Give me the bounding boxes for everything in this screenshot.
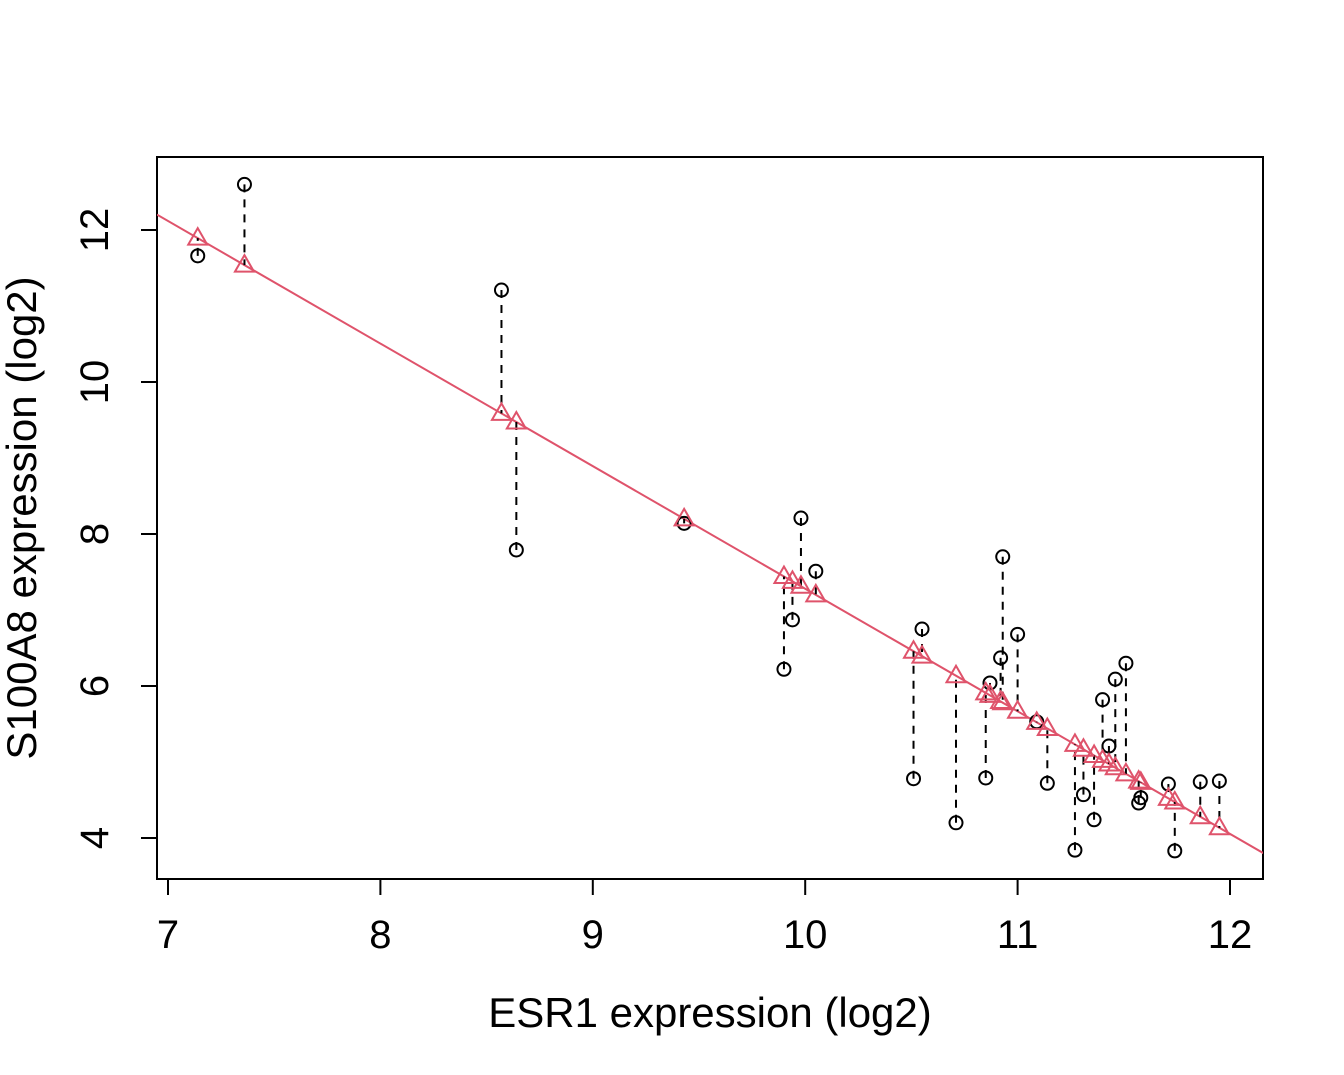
x-tick-label: 7 [157, 913, 179, 957]
observed-point [1086, 812, 1102, 828]
observed-point [793, 510, 809, 526]
observed-point [914, 621, 930, 637]
observed-point [1211, 773, 1227, 789]
fitted-point [974, 680, 997, 701]
fitted-point [902, 639, 925, 659]
fitted-point [910, 644, 934, 664]
observed-point [1167, 843, 1183, 859]
observed-point [1192, 774, 1208, 790]
observed-point [1095, 692, 1111, 708]
observed-point [948, 815, 964, 831]
fitted-point [978, 683, 1002, 703]
y-tick-label: 10 [73, 360, 117, 405]
observed-point [995, 549, 1011, 565]
fitted-point [1025, 710, 1048, 730]
observed-point [1067, 842, 1083, 858]
observed-point [190, 248, 206, 264]
observed-point [1160, 776, 1176, 792]
fitted-point [1189, 804, 1212, 825]
fitted-point [1082, 743, 1106, 763]
fitted-point [490, 401, 513, 421]
fitted-point [1129, 770, 1153, 790]
observed-point [993, 650, 1009, 666]
observed-point [776, 661, 792, 677]
x-tick-label: 10 [783, 913, 828, 957]
y-tick-label: 4 [73, 827, 117, 849]
observed-point [978, 770, 994, 786]
fitted-point [789, 574, 813, 594]
y-tick-label: 6 [73, 675, 117, 697]
observed-point [1039, 775, 1055, 791]
fitted-point [804, 582, 828, 603]
observed-point [508, 542, 524, 558]
fitted-point [505, 409, 528, 430]
observed-point [808, 563, 824, 579]
fitted-point [1127, 769, 1150, 789]
fitted-point [1114, 761, 1138, 782]
fitted-point [233, 253, 256, 273]
fitted-point [1036, 716, 1059, 736]
fitted-point [1072, 737, 1095, 757]
fitted-point [991, 690, 1014, 711]
fitted-point [1063, 732, 1087, 752]
fitted-point [781, 569, 804, 589]
fitted-point [1006, 699, 1029, 719]
x-axis: 7 8 9 10 11 12 [157, 878, 1253, 957]
observed-point [493, 282, 509, 298]
plot-frame [156, 156, 1264, 880]
x-tick-label: 11 [997, 913, 1039, 957]
observed-point [1133, 790, 1149, 806]
observed-point [1075, 787, 1091, 803]
observed-point [1118, 655, 1134, 671]
x-tick-label: 12 [1208, 913, 1253, 957]
fitted-point [989, 689, 1012, 710]
y-axis: 4 6 8 10 12 [73, 208, 158, 849]
observed-point [1010, 626, 1026, 642]
plot-marks [157, 176, 1263, 859]
fitted-point [1104, 755, 1127, 776]
x-axis-label: ESR1 expression (log2) [488, 989, 932, 1036]
fitted-point [1163, 790, 1187, 810]
fitted-point [186, 226, 209, 246]
observed-point [906, 771, 922, 787]
y-tick-label: 12 [73, 208, 117, 253]
x-tick-label: 8 [369, 913, 391, 957]
x-tick-label: 9 [582, 913, 604, 957]
observed-point [676, 515, 692, 531]
y-axis-label: S100A8 expression (log2) [0, 276, 45, 759]
y-tick-label: 8 [73, 523, 117, 545]
fitted-point [672, 506, 696, 527]
observed-point [1107, 671, 1123, 687]
fitted-point [944, 663, 968, 684]
observed-point [784, 612, 800, 628]
fitted-point [1208, 815, 1231, 836]
observed-point [236, 176, 252, 192]
fitted-point [772, 564, 796, 584]
